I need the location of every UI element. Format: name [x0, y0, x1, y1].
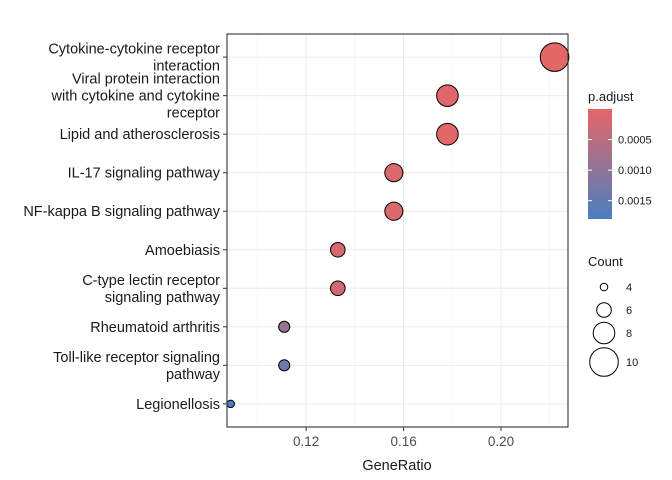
- size-legend-label: 8: [626, 328, 632, 340]
- data-point: [384, 201, 404, 221]
- size-legend-label: 10: [626, 357, 638, 369]
- y-axis: Cytokine-cytokine receptor interactionVir…: [23, 42, 227, 413]
- plot-panel-border: [226, 33, 569, 428]
- y-tick-label: Viral protein interaction with cytokine a…: [51, 72, 221, 122]
- legend-color-title: p.adjust: [588, 89, 634, 104]
- x-axis-title: GeneRatio: [362, 458, 431, 474]
- y-tick-label: NF-kappa B signaling pathway: [23, 204, 220, 220]
- legend-color: p.adjust 0.0005 0.0010 0.0015: [588, 89, 652, 219]
- colorbar-label: 0.0015: [618, 196, 652, 208]
- legend-colorbar: [588, 109, 612, 219]
- size-legend-key: [596, 302, 612, 318]
- size-legend-key: [599, 282, 609, 292]
- x-axis: 0.12 0.16 0.20: [293, 427, 514, 449]
- data-point: [278, 359, 291, 372]
- points-layer: [226, 42, 570, 409]
- data-point: [436, 84, 459, 107]
- data-point: [278, 320, 291, 333]
- data-point: [330, 241, 346, 258]
- y-tick-label: Cytokine-cytokine receptor interaction: [48, 42, 220, 75]
- y-tick-label: Rheumatoid arthritis: [90, 320, 220, 336]
- colorbar-label: 0.0005: [618, 135, 652, 147]
- y-tick-label: Lipid and atherosclerosis: [60, 127, 220, 143]
- legend-size-title: Count: [588, 254, 623, 269]
- y-tick-label: Legionellosis: [136, 397, 220, 413]
- size-legend-key: [592, 321, 616, 345]
- size-legend-label: 4: [626, 282, 632, 294]
- data-point: [539, 42, 570, 72]
- x-tick-label: 0.16: [390, 434, 416, 449]
- size-legend-label: 6: [626, 305, 632, 317]
- legend-size: Count 4 6 8 10: [588, 254, 638, 377]
- size-legend-key: [589, 347, 619, 377]
- y-tick-label: C-type lectin receptor signaling pathway: [82, 273, 221, 306]
- x-tick-label: 0.20: [488, 434, 514, 449]
- y-tick-label: Toll-like receptor signaling pathway: [53, 350, 221, 383]
- data-point: [330, 280, 346, 297]
- data-point: [384, 163, 404, 183]
- grid: [227, 34, 568, 427]
- colorbar-label: 0.0010: [618, 165, 652, 177]
- y-tick-label: IL-17 signaling pathway: [68, 166, 221, 182]
- plot-panel-background: [227, 34, 568, 427]
- y-tick-label: Amoebiasis: [145, 243, 220, 259]
- x-tick-label: 0.12: [293, 434, 319, 449]
- data-point: [436, 122, 459, 146]
- data-point: [226, 399, 235, 409]
